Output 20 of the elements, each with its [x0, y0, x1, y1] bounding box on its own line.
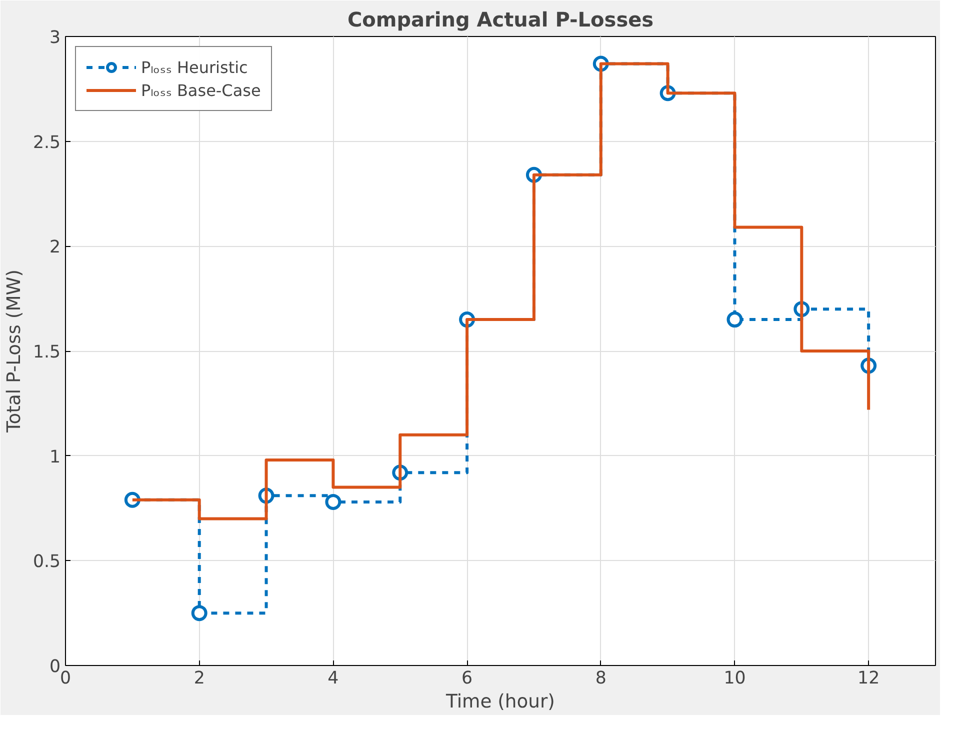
point [726, 312, 743, 328]
x-axis-title: Time (hour) [445, 692, 555, 712]
x-tick-label: 2 [194, 668, 205, 688]
y-axis-title: Total P-Loss (MW) [4, 269, 25, 434]
y-tick-label: 0.5 [32, 552, 61, 572]
chart-title: Comparing Actual P-Losses [347, 8, 654, 32]
point [325, 494, 342, 510]
x-tick-label: 12 [858, 668, 880, 688]
legend-label: Pₗₒₛₛ Base-Case [141, 80, 261, 100]
x-tick-label: 10 [724, 668, 746, 688]
point [191, 605, 208, 622]
x-tick-label: 6 [462, 668, 473, 688]
x-tick-label: 8 [595, 668, 606, 688]
y-tick-label: 2 [49, 238, 61, 258]
y-tick-label: 1 [49, 447, 61, 468]
legend-label: Pₗₒₛₛ Heuristic [141, 58, 248, 76]
x-tick-label: 4 [328, 668, 339, 688]
y-tick-label: 2.5 [32, 132, 61, 153]
y-tick-label: 1.5 [32, 342, 61, 362]
y-tick-label: 3 [49, 28, 61, 48]
